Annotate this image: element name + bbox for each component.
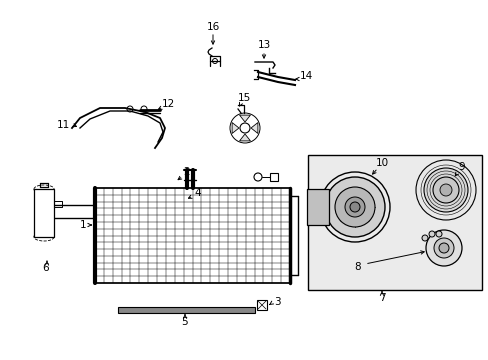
Circle shape [141,106,147,112]
Text: 3: 3 [273,297,280,307]
Polygon shape [250,122,257,134]
Bar [95,188,289,283]
Circle shape [212,58,217,63]
Circle shape [439,184,451,196]
Text: 1: 1 [80,220,86,230]
Circle shape [334,187,374,227]
Text: 9: 9 [458,162,465,172]
Circle shape [253,173,262,181]
Text: 6: 6 [42,263,49,273]
Text: 16: 16 [206,22,219,32]
Circle shape [349,202,359,212]
Text: 8: 8 [354,262,361,272]
Bar [118,307,254,313]
Text: 11: 11 [56,120,69,130]
Bar [307,155,481,290]
Circle shape [438,243,448,253]
Polygon shape [239,115,250,122]
Polygon shape [232,122,239,134]
Circle shape [425,230,461,266]
Circle shape [325,177,384,237]
Circle shape [127,106,133,112]
Polygon shape [239,134,250,141]
Circle shape [433,238,453,258]
Bar [34,189,54,237]
Text: 7: 7 [378,293,385,303]
Text: 15: 15 [237,93,250,103]
Text: 10: 10 [375,158,388,168]
Text: 12: 12 [161,99,174,109]
Bar [257,300,266,310]
Circle shape [435,231,441,237]
Bar [306,189,328,225]
Circle shape [432,177,458,203]
Circle shape [421,235,427,241]
Circle shape [428,231,434,237]
Circle shape [415,160,475,220]
Text: 4: 4 [194,188,201,198]
Text: 2: 2 [183,167,190,177]
Circle shape [423,168,467,212]
Circle shape [345,197,364,217]
Bar [269,173,278,181]
Text: 14: 14 [299,71,312,81]
Text: 13: 13 [257,40,270,50]
Circle shape [240,123,249,133]
Text: 5: 5 [182,317,188,327]
